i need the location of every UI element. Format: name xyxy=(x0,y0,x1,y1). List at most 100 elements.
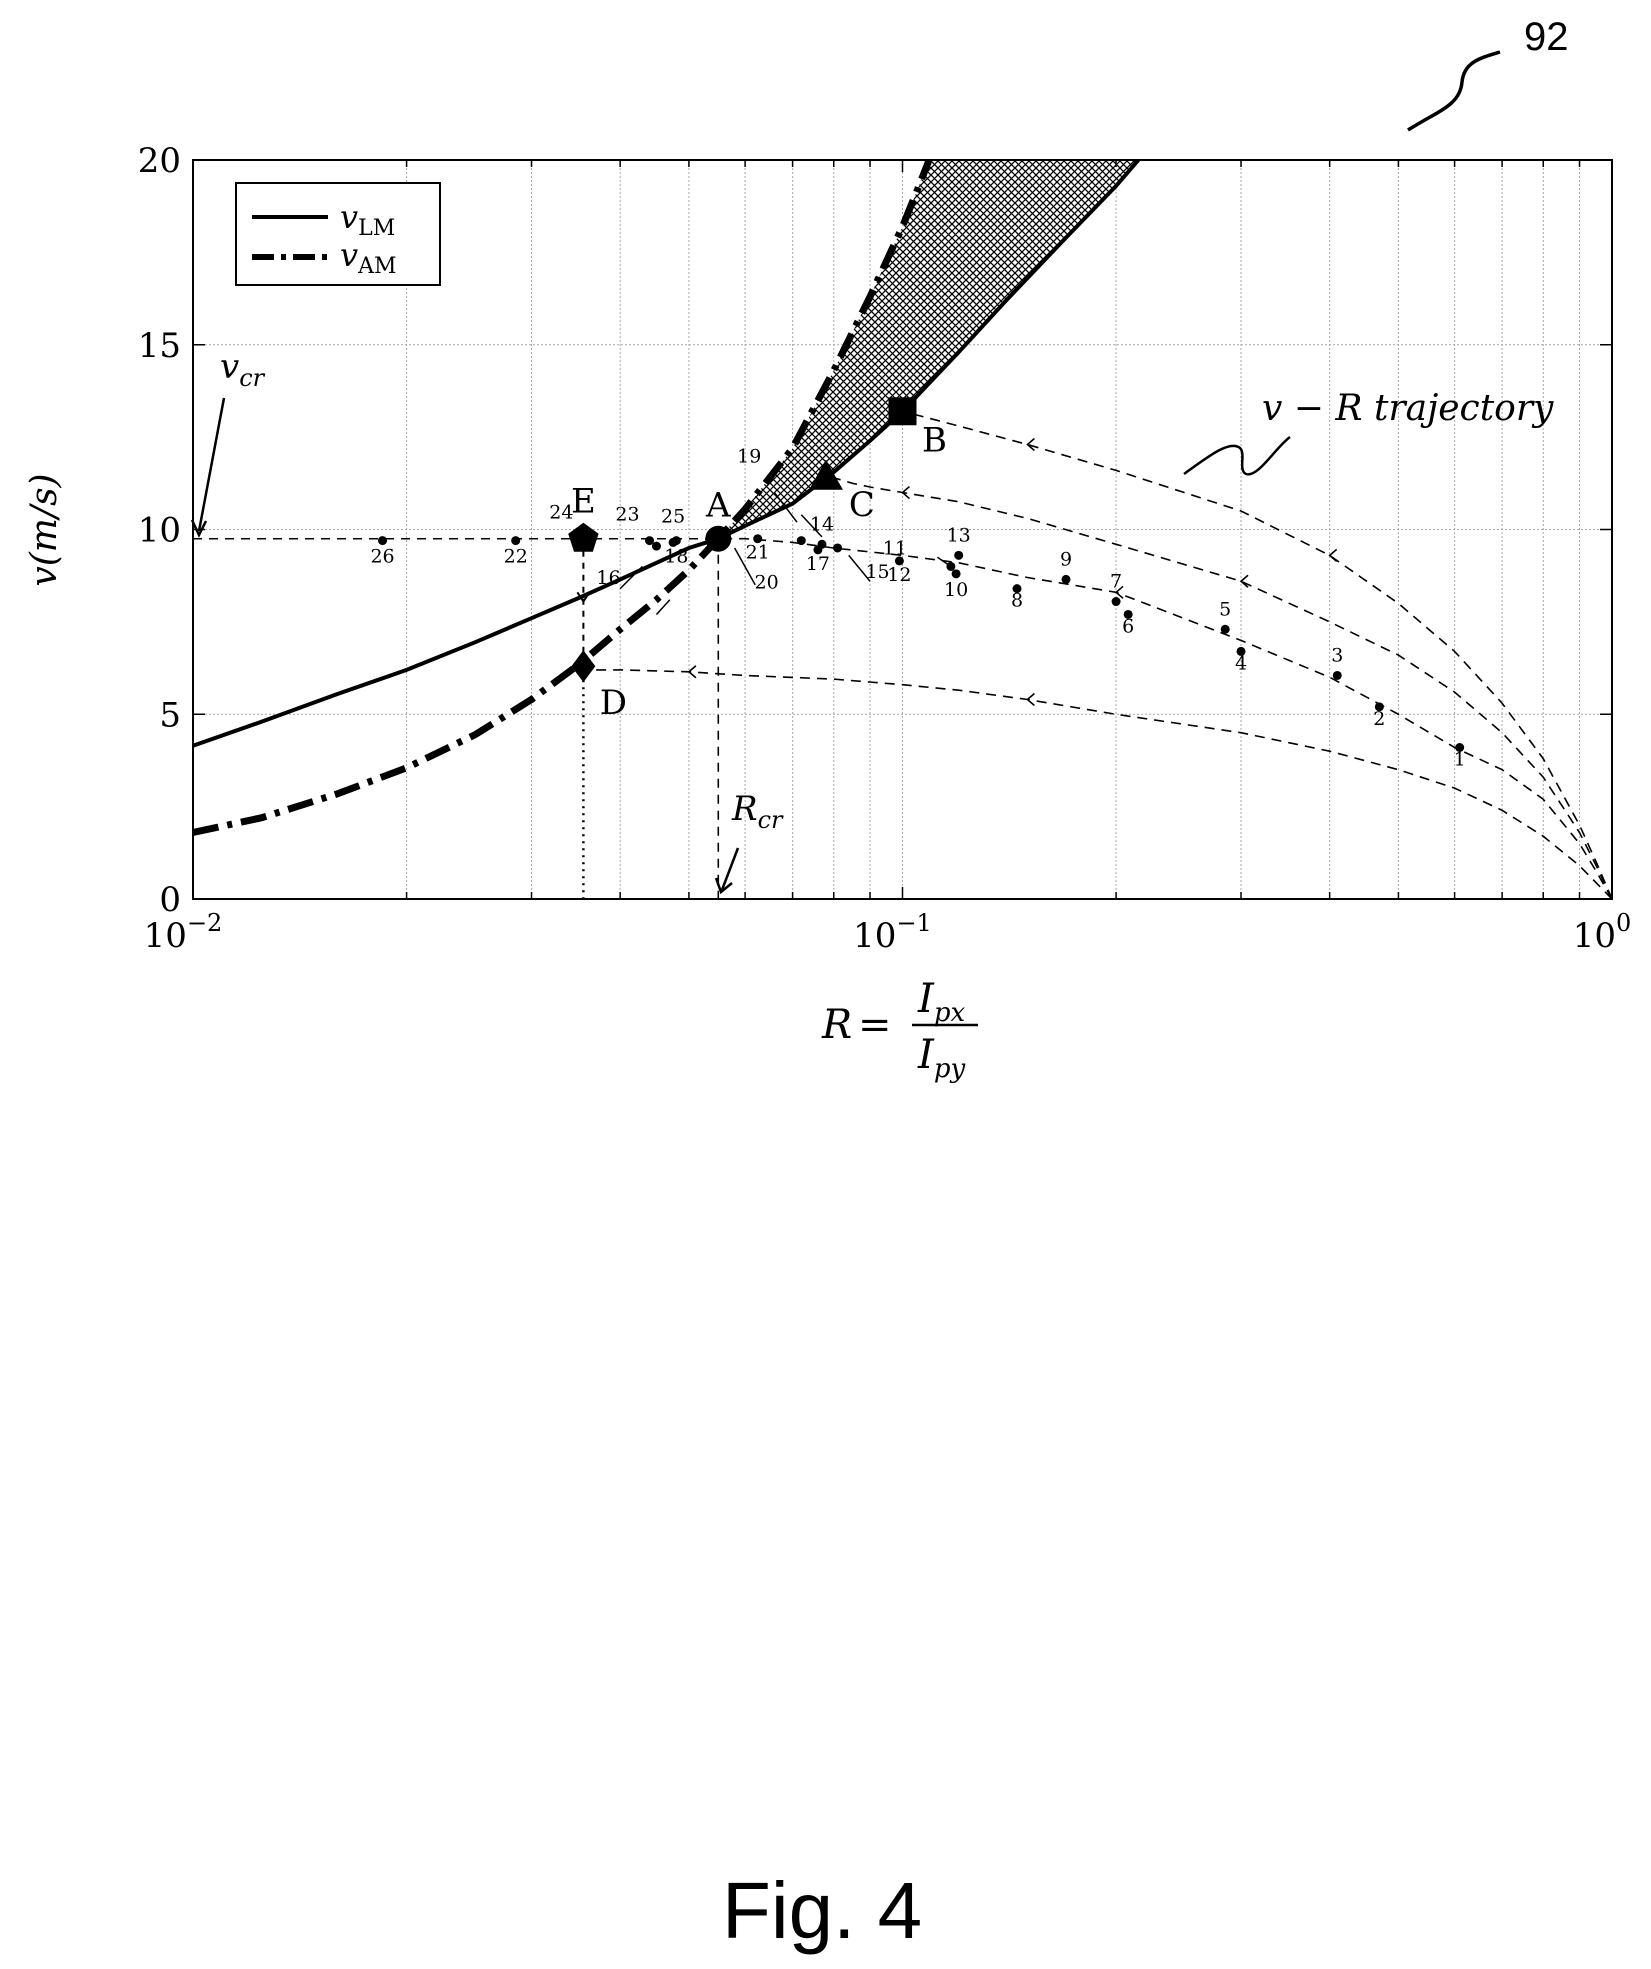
data-point xyxy=(1374,702,1384,712)
reference-leader xyxy=(1407,50,1501,132)
x-label-denominator: Ipy xyxy=(917,1032,965,1084)
data-point xyxy=(1236,646,1246,656)
data-point-label: 5 xyxy=(1219,598,1231,620)
data-point xyxy=(954,550,964,560)
marker-C xyxy=(808,459,843,490)
trajectory-arrow xyxy=(1114,585,1124,599)
marker-D xyxy=(571,650,596,683)
y-tick-label: 10 xyxy=(138,511,181,551)
point-leader xyxy=(848,554,871,582)
data-point-label: 10 xyxy=(944,579,968,601)
data-point-label: 15 xyxy=(865,561,889,583)
marker-label-C: C xyxy=(849,485,875,525)
marker-B xyxy=(888,397,917,426)
point-leader xyxy=(733,547,756,586)
data-point-label: 26 xyxy=(370,546,394,568)
marker-label-A: A xyxy=(705,486,731,526)
point-leader xyxy=(936,556,954,569)
data-point-label: 21 xyxy=(746,542,770,564)
x-tick-label: 100 xyxy=(1573,909,1632,956)
y-tick-label: 15 xyxy=(138,326,181,366)
point-leader xyxy=(655,599,671,615)
data-point-label: 6 xyxy=(1122,615,1134,637)
curve-vAM xyxy=(193,160,933,836)
y-axis-label: v(m/s) xyxy=(24,473,65,586)
y-tick-label: 0 xyxy=(159,880,181,920)
y-tick-label: 5 xyxy=(159,695,181,735)
data-point-label: 13 xyxy=(947,524,971,546)
x-label-eq: = xyxy=(858,1002,892,1048)
data-point-label: 25 xyxy=(661,505,685,527)
rcr-arrow-shaft xyxy=(720,847,740,891)
data-point xyxy=(1111,597,1121,607)
data-point xyxy=(1123,609,1133,619)
trajectory-label: v − R trajectory xyxy=(1262,388,1554,429)
marker-label-D: D xyxy=(600,683,627,723)
data-point-label: 4 xyxy=(1235,652,1247,674)
data-point xyxy=(645,536,655,546)
data-point-label: 3 xyxy=(1331,644,1343,666)
data-point xyxy=(813,545,823,555)
data-point xyxy=(1455,743,1465,753)
vcr-label: vcr xyxy=(220,347,266,392)
data-point-label: 16 xyxy=(596,567,620,589)
annotation-rcr: Rcr xyxy=(714,789,784,895)
trajectory-line xyxy=(833,477,1612,899)
annotation-vcr: vcr xyxy=(190,347,266,538)
vcr-arrow-head xyxy=(190,519,208,538)
shaded-region xyxy=(718,160,1139,539)
point-leader xyxy=(619,565,643,590)
rcr-label: Rcr xyxy=(731,789,784,834)
data-point-label: 8 xyxy=(1011,590,1023,612)
data-point xyxy=(1061,574,1071,584)
legend: vLM vAM xyxy=(235,182,441,286)
key-markers: A B C D E xyxy=(568,397,947,723)
data-point-label: 18 xyxy=(664,546,688,568)
legend-label-vAM: vAM xyxy=(340,236,397,279)
data-point xyxy=(1332,670,1342,680)
trajectory-arrow xyxy=(1239,574,1249,588)
point-leader xyxy=(773,492,798,523)
data-point-label: 17 xyxy=(806,553,830,575)
rcr-arrow-head xyxy=(714,877,733,895)
data-point xyxy=(951,569,961,579)
trajectory-line xyxy=(902,410,1612,899)
data-point-label: 14 xyxy=(810,513,834,535)
data-point xyxy=(651,541,661,551)
trajectory-arrow xyxy=(1026,437,1035,452)
legend-label-vLM: vLM xyxy=(340,198,395,241)
data-point-label: 12 xyxy=(887,564,911,586)
data-point-label: 7 xyxy=(1110,571,1122,593)
data-point xyxy=(668,537,678,547)
marker-A xyxy=(705,525,732,552)
x-label-lhs: R xyxy=(821,1002,852,1048)
data-point-label: 20 xyxy=(754,572,778,594)
legend-box xyxy=(235,182,441,286)
data-point xyxy=(511,536,521,546)
trajectory-arrow xyxy=(687,665,697,679)
marker-label-E: E xyxy=(571,482,596,522)
data-point-label: 2 xyxy=(1373,708,1385,730)
marker-label-B: B xyxy=(922,420,947,460)
y-tick-label: 20 xyxy=(138,141,181,181)
marker-E xyxy=(568,522,599,552)
data-point xyxy=(753,534,763,544)
x-tick-label: 10−2 xyxy=(144,909,223,956)
data-point xyxy=(378,536,388,546)
data-point xyxy=(1012,584,1022,594)
x-label-numerator: Ipx xyxy=(917,976,965,1028)
vcr-arrow-shaft xyxy=(197,397,226,532)
data-point-label: 1 xyxy=(1454,749,1466,771)
data-point-label: 22 xyxy=(504,546,528,568)
annotation-trajectory: v − R trajectory xyxy=(1183,388,1554,476)
trajectory-arrow xyxy=(1328,548,1338,562)
trajectory-line xyxy=(718,537,1612,899)
x-tick-label: 10−1 xyxy=(853,909,932,956)
data-point-label: 24 xyxy=(549,502,573,524)
trajectory-leader xyxy=(1183,435,1291,476)
trajectories xyxy=(587,410,1612,899)
data-point xyxy=(833,543,843,553)
